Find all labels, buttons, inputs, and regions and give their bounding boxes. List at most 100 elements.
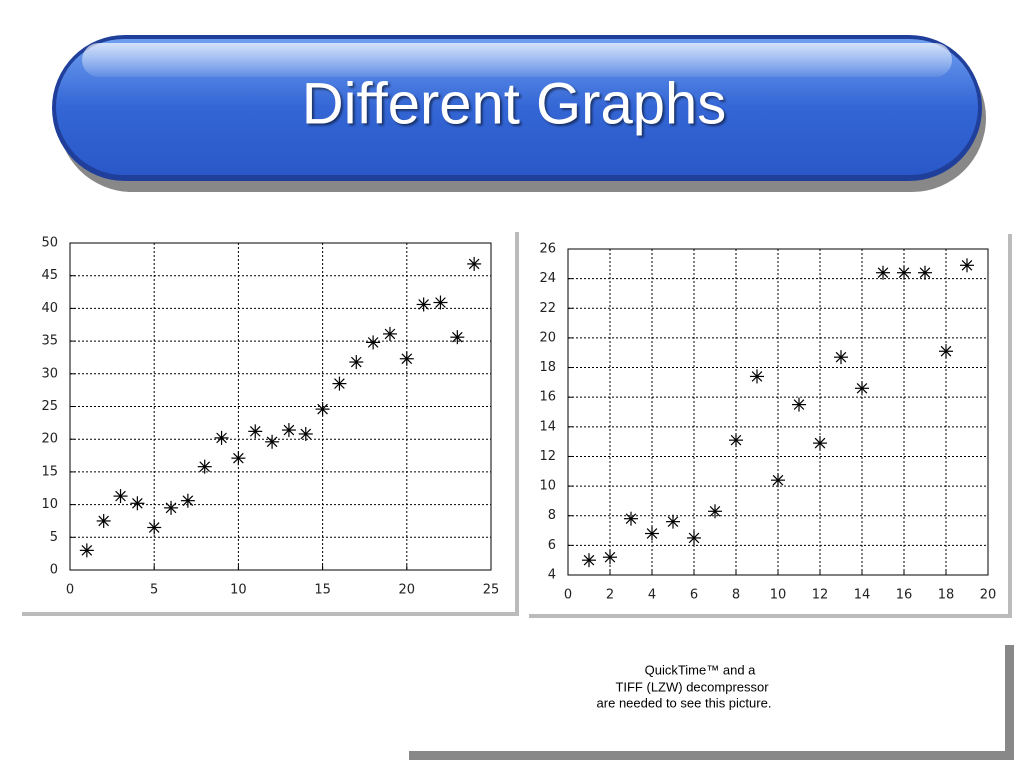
point-stroke <box>898 267 910 279</box>
point <box>834 350 848 365</box>
x-tick-label: 12 <box>812 588 829 603</box>
x-tick-label: 2 <box>606 588 614 603</box>
point-stroke <box>334 378 345 389</box>
point <box>813 436 827 451</box>
y-tick-label: 16 <box>539 390 556 405</box>
point-stroke <box>367 337 379 348</box>
x-tick-label: 0 <box>564 588 572 603</box>
point-stroke <box>300 428 312 440</box>
point-stroke <box>148 522 160 533</box>
point <box>399 351 414 366</box>
x-tick-label: 16 <box>896 588 913 603</box>
point <box>897 265 911 280</box>
y-tick-label: 22 <box>539 301 556 316</box>
point <box>750 369 764 384</box>
x-tick-label: 20 <box>980 588 997 603</box>
point-stroke <box>199 461 211 472</box>
point <box>366 335 381 350</box>
point-stroke <box>350 356 362 368</box>
placeholder-text: are needed to see this picture. <box>597 695 772 710</box>
point-stroke <box>165 502 177 514</box>
point <box>197 459 212 474</box>
x-tick-label: 10 <box>770 588 787 603</box>
placeholder-text: TIFF (LZW) decompressor <box>615 679 769 694</box>
point-stroke <box>435 297 446 308</box>
point <box>645 526 659 541</box>
y-tick-label: 0 <box>50 563 58 578</box>
point-stroke <box>283 424 295 436</box>
point-stroke <box>182 495 194 507</box>
point <box>281 423 296 438</box>
point <box>164 500 179 515</box>
point-stroke <box>961 259 973 271</box>
x-tick-label: 0 <box>66 583 74 598</box>
y-tick-label: 24 <box>539 271 556 286</box>
slide-title: Different Graphs <box>302 71 726 136</box>
point <box>382 326 397 341</box>
point-stroke <box>835 351 847 363</box>
point <box>214 430 229 445</box>
y-tick-label: 8 <box>548 508 556 523</box>
y-tick-label: 35 <box>41 334 58 349</box>
point-stroke <box>604 551 616 563</box>
point <box>450 330 465 345</box>
y-tick-label: 4 <box>548 568 556 583</box>
y-tick-label: 12 <box>539 449 556 464</box>
x-tick-label: 10 <box>230 583 247 598</box>
x-tick-label: 15 <box>314 583 331 598</box>
x-tick-label: 25 <box>483 583 500 598</box>
point-stroke <box>233 452 244 464</box>
y-tick-label: 14 <box>539 419 556 434</box>
plot-frame <box>567 248 989 576</box>
point <box>708 504 722 519</box>
point-stroke <box>646 528 658 539</box>
point-stroke <box>132 497 143 509</box>
point <box>624 511 638 526</box>
point-stroke <box>814 437 826 449</box>
point-stroke <box>249 426 261 437</box>
point <box>729 433 743 448</box>
point <box>180 493 195 508</box>
point <box>349 355 364 370</box>
point-stroke <box>856 382 868 394</box>
x-tick-label: 4 <box>648 588 656 603</box>
point <box>147 520 162 535</box>
y-tick-label: 20 <box>41 432 58 447</box>
point-stroke <box>98 515 110 527</box>
point <box>687 530 701 545</box>
point <box>771 473 785 488</box>
point <box>130 496 145 511</box>
y-tick-label: 40 <box>41 301 58 316</box>
y-tick-label: 6 <box>548 538 556 553</box>
point <box>876 265 890 280</box>
point <box>792 397 806 412</box>
point-stroke <box>401 353 413 365</box>
point-stroke <box>216 432 227 444</box>
point <box>603 550 617 565</box>
point <box>248 424 263 439</box>
y-tick-label: 30 <box>41 366 58 381</box>
point-stroke <box>730 434 742 446</box>
point <box>855 381 869 396</box>
y-tick-label: 15 <box>41 464 58 479</box>
point <box>939 344 953 359</box>
placeholder-text: QuickTime™ and a <box>645 662 757 677</box>
point-stroke <box>81 545 93 556</box>
y-tick-label: 25 <box>41 399 58 414</box>
point-stroke <box>115 490 126 502</box>
point-stroke <box>688 532 700 544</box>
point <box>332 376 347 391</box>
y-tick-label: 20 <box>539 330 556 345</box>
point <box>960 258 974 273</box>
point-stroke <box>751 371 763 382</box>
point-stroke <box>384 328 396 340</box>
y-tick-label: 45 <box>41 268 58 283</box>
point-stroke <box>940 345 952 357</box>
point <box>918 265 932 280</box>
point <box>666 514 680 529</box>
point <box>416 297 431 312</box>
point <box>315 402 330 417</box>
banner-gloss <box>82 43 952 77</box>
y-tick-label: 5 <box>50 530 58 545</box>
